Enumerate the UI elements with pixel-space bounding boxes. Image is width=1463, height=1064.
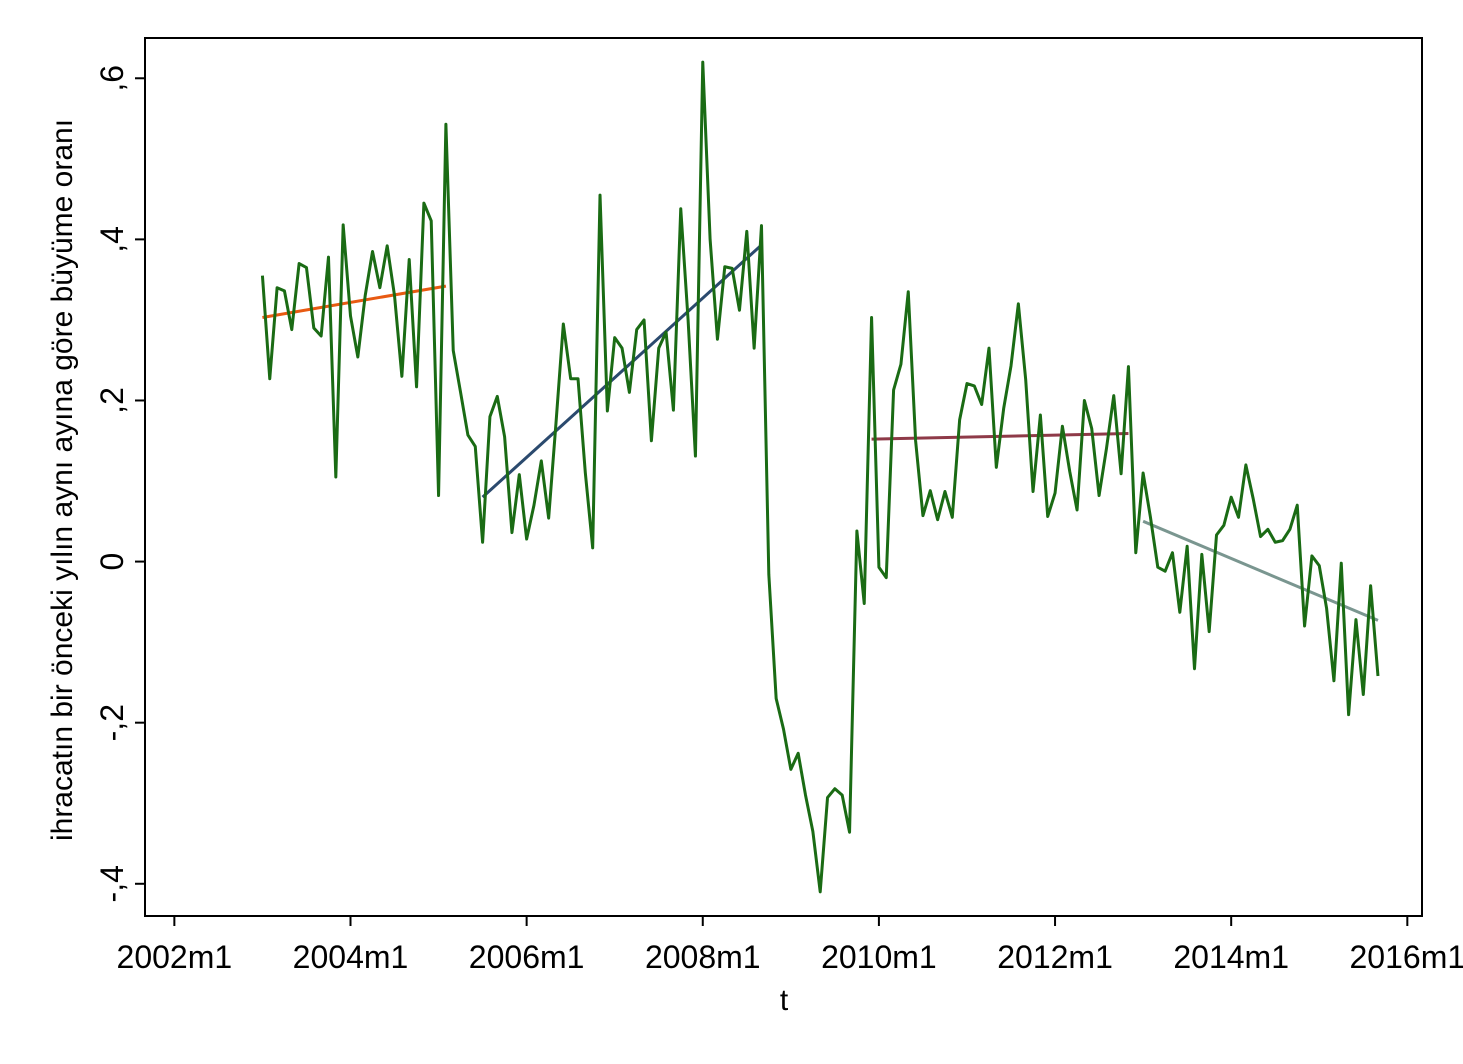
x-tick-label: 2008m1 <box>645 939 761 975</box>
x-axis: 2002m1 2004m1 2006m1 2008m1 2010m1 2012m1 2014… <box>117 916 1463 975</box>
y-axis-title: ihracatın bir önceki yılın aynı ayına gö… <box>46 119 79 841</box>
x-tick-label: 2010m1 <box>821 939 937 975</box>
plot-frame <box>144 37 1423 917</box>
y-tick-label: ,2 <box>94 387 130 414</box>
x-tick-label: 2016m1 <box>1350 939 1463 975</box>
x-axis-title: t <box>780 984 789 1017</box>
y-tick-label: -,4 <box>94 865 130 902</box>
x-tick-label: 2006m1 <box>469 939 585 975</box>
y-tick-label: ,4 <box>94 226 130 253</box>
x-tick-label: 2002m1 <box>117 939 233 975</box>
x-tick-label: 2014m1 <box>1173 939 1289 975</box>
series-line-growth-rate <box>260 60 1380 894</box>
y-tick-label: ,6 <box>94 65 130 92</box>
y-tick-label: 0 <box>94 553 130 571</box>
x-tick-label: 2012m1 <box>997 939 1113 975</box>
trend-line-2 <box>481 243 763 499</box>
x-tick-label: 2004m1 <box>293 939 409 975</box>
y-tick-label: -,2 <box>94 704 130 741</box>
y-axis: -,4 -,2 0 ,2 ,4 ,6 <box>94 65 145 902</box>
trend-lines <box>262 243 1379 622</box>
